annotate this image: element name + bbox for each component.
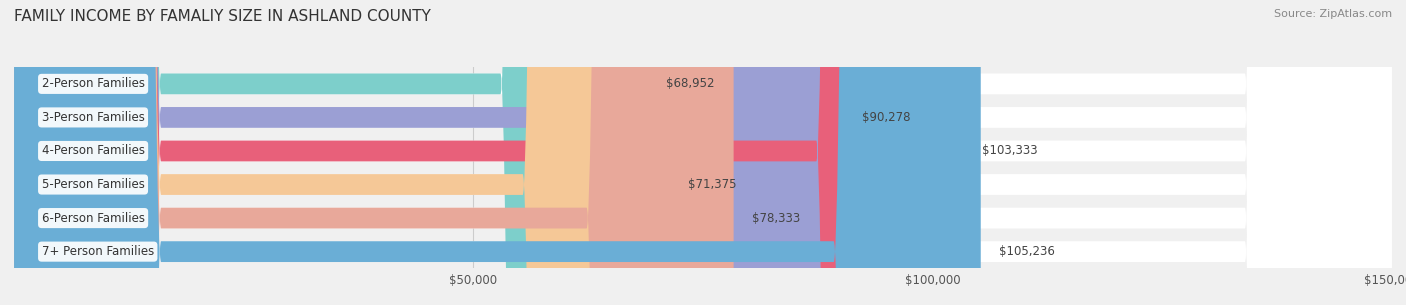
FancyBboxPatch shape	[14, 0, 981, 305]
Text: $105,236: $105,236	[1000, 245, 1054, 258]
FancyBboxPatch shape	[14, 0, 1392, 305]
FancyBboxPatch shape	[14, 0, 647, 305]
Text: FAMILY INCOME BY FAMALIY SIZE IN ASHLAND COUNTY: FAMILY INCOME BY FAMALIY SIZE IN ASHLAND…	[14, 9, 430, 24]
FancyBboxPatch shape	[14, 0, 669, 305]
Text: $71,375: $71,375	[688, 178, 737, 191]
FancyBboxPatch shape	[14, 0, 1392, 305]
FancyBboxPatch shape	[14, 0, 1392, 305]
Text: $90,278: $90,278	[862, 111, 910, 124]
Text: $78,333: $78,333	[752, 212, 800, 224]
Text: $103,333: $103,333	[981, 145, 1038, 157]
Text: 4-Person Families: 4-Person Families	[42, 145, 145, 157]
Text: Source: ZipAtlas.com: Source: ZipAtlas.com	[1274, 9, 1392, 19]
FancyBboxPatch shape	[14, 0, 1392, 305]
FancyBboxPatch shape	[14, 0, 734, 305]
FancyBboxPatch shape	[14, 0, 1392, 305]
Text: 7+ Person Families: 7+ Person Families	[42, 245, 153, 258]
Text: $68,952: $68,952	[666, 77, 714, 90]
Text: 5-Person Families: 5-Person Families	[42, 178, 145, 191]
FancyBboxPatch shape	[14, 0, 1392, 305]
FancyBboxPatch shape	[14, 0, 963, 305]
Text: 6-Person Families: 6-Person Families	[42, 212, 145, 224]
Text: 3-Person Families: 3-Person Families	[42, 111, 145, 124]
FancyBboxPatch shape	[14, 0, 844, 305]
Text: 2-Person Families: 2-Person Families	[42, 77, 145, 90]
